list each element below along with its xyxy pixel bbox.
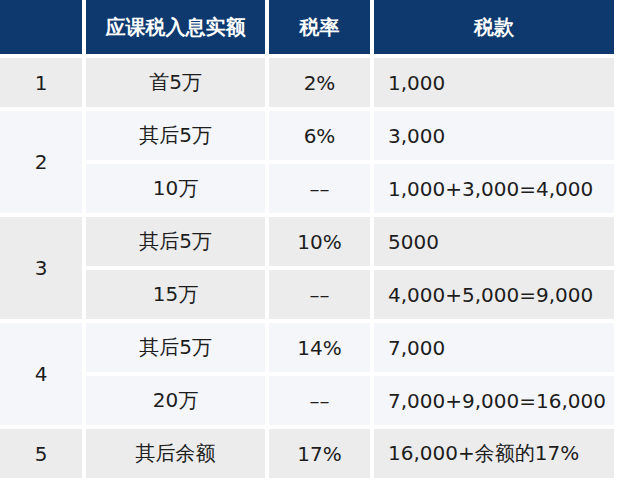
row-index-cell: 1	[0, 58, 82, 107]
header-cell-rate: 税率	[269, 0, 370, 54]
row-index-cell: 3	[0, 217, 82, 319]
row-index-cell: 5	[0, 429, 82, 478]
tax-cell: 16,000+余额的17%	[374, 429, 614, 478]
income-cell: 10万	[86, 164, 265, 213]
income-cell: 首5万	[86, 58, 265, 107]
rate-cell: ––	[269, 164, 370, 213]
income-cell: 其后余额	[86, 429, 265, 478]
tax-cell: 5000	[374, 217, 614, 266]
header-cell-tax: 税款	[374, 0, 614, 54]
row-index-cell: 2	[0, 111, 82, 213]
income-cell: 20万	[86, 376, 265, 425]
rate-cell: 6%	[269, 111, 370, 160]
income-cell: 其后5万	[86, 323, 265, 372]
income-cell: 15万	[86, 270, 265, 319]
rate-cell: ––	[269, 270, 370, 319]
row-index-cell: 4	[0, 323, 82, 425]
rate-cell: ––	[269, 376, 370, 425]
rate-cell: 14%	[269, 323, 370, 372]
tax-cell: 3,000	[374, 111, 614, 160]
header-cell-index	[0, 0, 82, 54]
tax-cell: 1,000	[374, 58, 614, 107]
tax-cell: 1,000+3,000=4,000	[374, 164, 614, 213]
income-cell: 其后5万	[86, 217, 265, 266]
tax-table: 应课税入息实额 税率 税款 1 首5万 2% 1,000 2 其后5万 6% 3…	[0, 0, 614, 478]
rate-cell: 17%	[269, 429, 370, 478]
rate-cell: 10%	[269, 217, 370, 266]
tax-cell: 7,000	[374, 323, 614, 372]
tax-cell: 7,000+9,000=16,000	[374, 376, 614, 425]
income-cell: 其后5万	[86, 111, 265, 160]
rate-cell: 2%	[269, 58, 370, 107]
page: 应课税入息实额 税率 税款 1 首5万 2% 1,000 2 其后5万 6% 3…	[0, 0, 622, 485]
tax-cell: 4,000+5,000=9,000	[374, 270, 614, 319]
header-cell-income: 应课税入息实额	[86, 0, 265, 54]
